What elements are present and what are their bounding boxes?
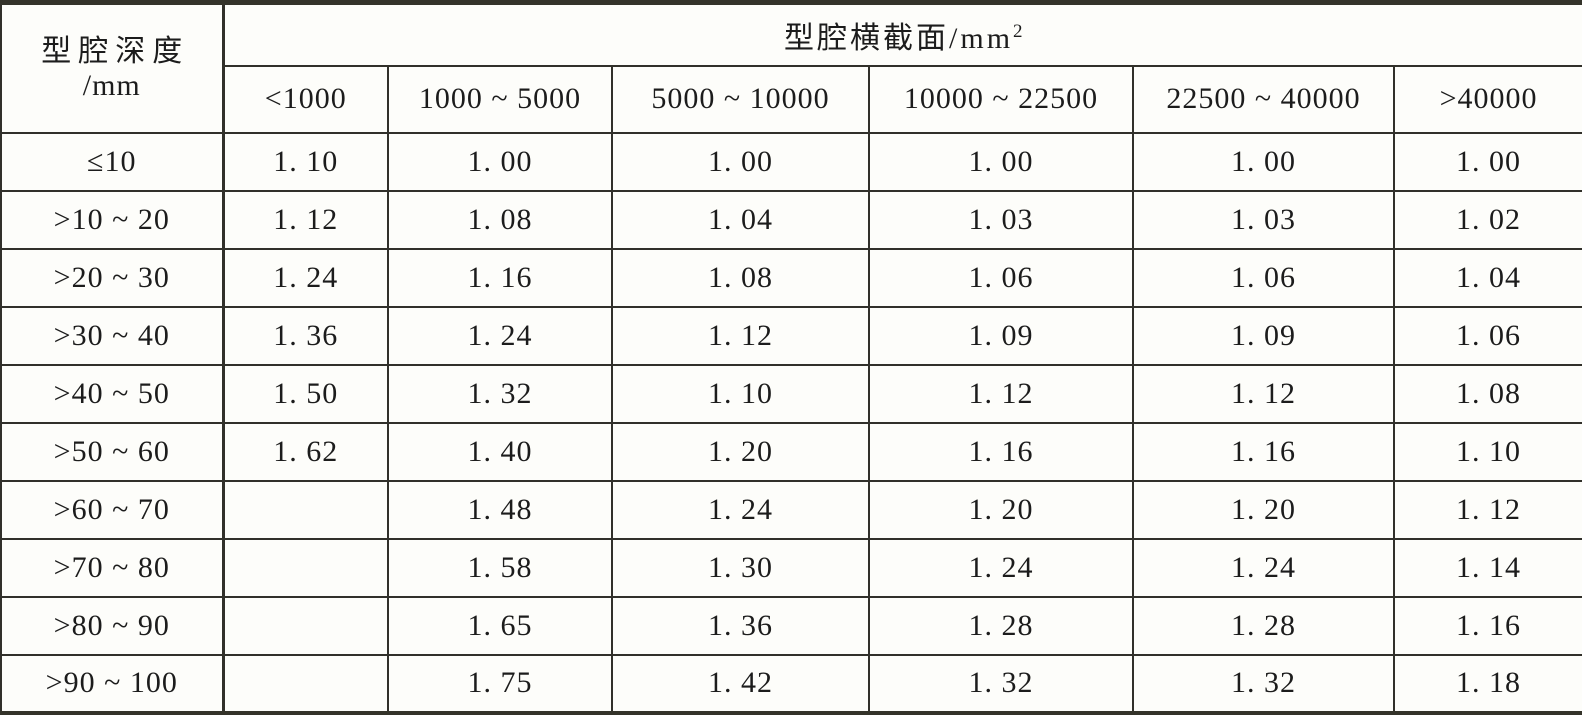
table-cell: 1. 12 [611,305,870,366]
table-cell: 1. 32 [387,363,613,424]
table-row: >30 ~ 40 1. 36 1. 24 1. 12 1. 09 1. 09 1. 06 [0,305,1582,366]
table-cell: 1. 10 [222,131,389,192]
row-label: >50 ~ 60 [0,421,225,482]
column-header-5000-10000: 5000 ~ 10000 [611,64,870,134]
table-cell: 1. 09 [868,305,1134,366]
table-cell: 1. 24 [1132,537,1395,598]
column-header-row: <1000 1000 ~ 5000 5000 ~ 10000 10000 ~ 2… [1,64,1582,134]
table-cell: 1. 50 [222,363,389,424]
row-label: >90 ~ 100 [0,653,225,715]
table-cell: 1. 24 [611,479,870,540]
column-header-lt1000: <1000 [222,64,389,134]
table-row: >40 ~ 50 1. 50 1. 32 1. 10 1. 12 1. 12 1. 08 [0,363,1582,424]
table-cell [222,479,389,540]
table-cell: 1. 08 [1392,363,1582,424]
table-cell: 1. 20 [868,479,1134,540]
table-cell: 1. 20 [1132,479,1395,540]
row-label: >60 ~ 70 [0,479,225,540]
row-label: >30 ~ 40 [0,305,225,366]
table-cell: 1. 00 [611,131,870,192]
table-cell: 1. 12 [868,363,1134,424]
table-row: ≤10 1. 10 1. 00 1. 00 1. 00 1. 00 1. 00 [0,131,1582,192]
row-label: >40 ~ 50 [0,363,225,424]
table-cell: 1. 10 [611,363,870,424]
table-row: >70 ~ 80 1. 58 1. 30 1. 24 1. 24 1. 14 [0,537,1582,598]
column-group-label: 型腔横截面/mm [784,21,1014,55]
table-cell [222,653,389,715]
table-cell: 1. 12 [1132,363,1395,424]
table-cell: 1. 62 [222,421,389,482]
table-cell: 1. 28 [868,595,1134,656]
table-cell: 1. 32 [868,653,1134,715]
table-cell: 1. 00 [387,131,613,192]
table-cell: 1. 04 [1392,247,1582,308]
table-row: >20 ~ 30 1. 24 1. 16 1. 08 1. 06 1. 06 1. 04 [0,247,1582,308]
table-cell: 1. 30 [611,537,870,598]
table-cell: 1. 16 [1392,595,1582,656]
table-row: >80 ~ 90 1. 65 1. 36 1. 28 1. 28 1. 16 [0,595,1582,656]
table-cell: 1. 00 [1392,131,1582,192]
column-group-header: 型腔横截面/mm2 [221,1,1582,67]
table-cell: 1. 06 [1132,247,1395,308]
row-label: ≤10 [0,131,225,192]
table-cell: 1. 16 [868,421,1134,482]
table-row: >50 ~ 60 1. 62 1. 40 1. 20 1. 16 1. 16 1. 10 [0,421,1582,482]
table-cell: 1. 40 [387,421,613,482]
table-cell [222,537,389,598]
table-cell: 1. 12 [222,189,389,250]
table-cell: 1. 36 [611,595,870,656]
table-cell: 1. 06 [868,247,1134,308]
table-cell: 1. 09 [1132,305,1395,366]
table-cell: 1. 36 [222,305,389,366]
row-axis-title: 型腔深度 [41,34,190,68]
table-cell: 1. 48 [387,479,613,540]
table-cell: 1. 42 [611,653,870,715]
column-header-10000-22500: 10000 ~ 22500 [868,64,1134,134]
table-cell: 1. 20 [611,421,870,482]
table-cell: 1. 16 [387,247,613,308]
table-cell: 1. 02 [1392,189,1582,250]
row-label: >20 ~ 30 [0,247,225,308]
table-row: >60 ~ 70 1. 48 1. 24 1. 20 1. 20 1. 12 [0,479,1582,540]
table-cell: 1. 32 [1132,653,1395,715]
table-cell: 1. 03 [868,189,1134,250]
table-cell: 1. 00 [868,131,1134,192]
table-cell: 1. 16 [1132,421,1395,482]
header-row-top: 型腔深度 /mm 型腔横截面/mm2 [0,1,1582,134]
table-cell [222,595,389,656]
table-cell: 1. 03 [1132,189,1395,250]
row-label: >10 ~ 20 [0,189,225,250]
table-cell: 1. 12 [1392,479,1582,540]
table-cell: 1. 58 [387,537,613,598]
column-group-superscript: 2 [1013,20,1023,42]
table-cell: 1. 18 [1392,653,1582,715]
table-cell: 1. 10 [1392,421,1582,482]
table-row: >90 ~ 100 1. 75 1. 42 1. 32 1. 32 1. 18 [0,653,1582,715]
table-row: >10 ~ 20 1. 12 1. 08 1. 04 1. 03 1. 03 1. 02 [0,189,1582,250]
column-header-gt40000: >40000 [1392,64,1582,134]
row-axis-unit: /mm [82,69,141,102]
table-cell: 1. 06 [1392,305,1582,366]
table-cell: 1. 75 [387,653,613,715]
table-cell: 1. 04 [611,189,870,250]
table-cell: 1. 00 [1132,131,1395,192]
table-body: ≤10 1. 10 1. 00 1. 00 1. 00 1. 00 1. 00 >10 ~ 2… [0,131,1582,715]
table-cell: 1. 65 [387,595,613,656]
column-header-1000-5000: 1000 ~ 5000 [387,64,613,134]
table-cell: 1. 08 [611,247,870,308]
table-cell: 1. 28 [1132,595,1395,656]
table-cell: 1. 24 [222,247,389,308]
column-header-22500-40000: 22500 ~ 40000 [1132,64,1395,134]
table-cell: 1. 24 [868,537,1134,598]
row-label: >70 ~ 80 [0,537,225,598]
row-axis-header: 型腔深度 /mm [0,1,225,134]
table-cell: 1. 08 [387,189,613,250]
row-label: >80 ~ 90 [0,595,225,656]
table-cell: 1. 24 [387,305,613,366]
table-cell: 1. 14 [1392,537,1582,598]
